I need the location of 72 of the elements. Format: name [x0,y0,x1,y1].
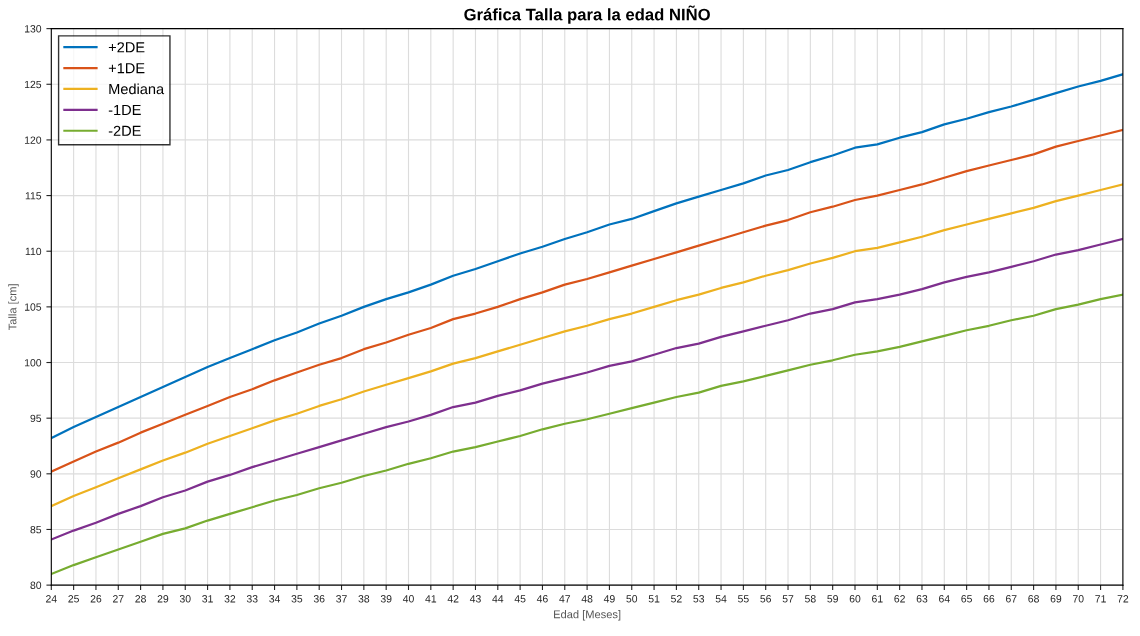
x-tick-label: 44 [492,595,504,603]
x-tick-label: 64 [939,595,950,603]
y-axis-title: Talla [cm] [8,284,19,331]
y-tick-label: 80 [30,581,42,589]
x-tick-label: 25 [68,595,79,603]
x-tick-label: 67 [1006,595,1017,603]
x-tick-label: 28 [135,595,146,603]
x-tick-label: 53 [693,595,705,603]
x-tick-label: 70 [1072,595,1084,603]
x-tick-label: 45 [514,595,526,603]
x-tick-label: 66 [983,595,995,603]
x-tick-label: 33 [246,595,258,603]
x-tick-label: 61 [872,595,883,603]
x-tick-label: 58 [804,595,816,603]
x-tick-label: 63 [916,595,928,603]
x-tick-label: 39 [380,595,392,603]
x-tick-label: 65 [961,595,972,603]
y-tick-label: 115 [25,192,42,200]
legend-label: +2DE [108,42,145,53]
x-tick-label: 49 [603,595,615,603]
x-tick-label: 55 [738,595,749,603]
x-tick-label: 24 [46,595,57,603]
line-series [51,183,1123,508]
x-tick-label: 50 [626,595,638,603]
legend-label: -1DE [108,104,141,115]
x-tick-label: 51 [648,595,660,603]
x-tick-label: 46 [536,595,548,603]
x-tick-label: 69 [1050,595,1062,603]
y-tick-label: 110 [25,247,42,256]
y-tick-label: 125 [24,80,42,89]
y-tick-label: 95 [30,414,42,423]
x-tick-label: 37 [336,595,347,603]
x-axis-title: Edad [Meses] [554,610,621,621]
y-tick-label: 90 [30,470,42,478]
x-tick-label: 31 [202,595,213,603]
x-tick-label: 41 [425,595,437,603]
y-tick-label: 105 [24,303,42,311]
y-tick-label: 130 [24,25,42,33]
y-tick-label: 120 [24,136,42,144]
x-tick-label: 56 [760,595,772,603]
x-tick-label: 59 [827,595,838,603]
x-tick-label: 60 [849,595,861,603]
x-tick-label: 43 [469,595,481,603]
legend-label: -2DE [108,125,141,136]
x-tick-label: 47 [559,595,571,603]
x-tick-label: 57 [782,595,794,603]
x-tick-label: 38 [358,595,370,603]
legend-label: Mediana [109,83,165,95]
y-tick-label: 85 [30,525,42,534]
x-tick-label: 26 [90,595,102,603]
x-tick-label: 36 [313,595,325,603]
line-series [51,237,1123,541]
x-tick-label: 27 [113,595,124,603]
y-tick-label: 100 [24,359,42,367]
x-tick-label: 30 [179,595,191,603]
x-tick-label: 62 [894,595,905,603]
x-tick-label: 72 [1117,595,1129,603]
x-tick-label: 54 [715,595,727,603]
x-tick-label: 52 [671,595,682,603]
x-tick-label: 71 [1095,595,1106,603]
line-series [51,293,1123,576]
x-tick-label: 40 [402,595,414,603]
line-series [51,73,1123,440]
x-tick-label: 35 [291,595,303,603]
x-tick-label: 34 [269,595,281,603]
legend-label: +1DE [108,63,145,74]
x-tick-label: 48 [581,595,593,603]
chart-title: Gráfica Talla para la edad NIÑO [464,5,710,24]
x-tick-label: 68 [1028,595,1039,603]
x-tick-label: 42 [447,595,459,603]
x-tick-label: 32 [224,595,236,603]
x-tick-label: 29 [157,595,169,603]
